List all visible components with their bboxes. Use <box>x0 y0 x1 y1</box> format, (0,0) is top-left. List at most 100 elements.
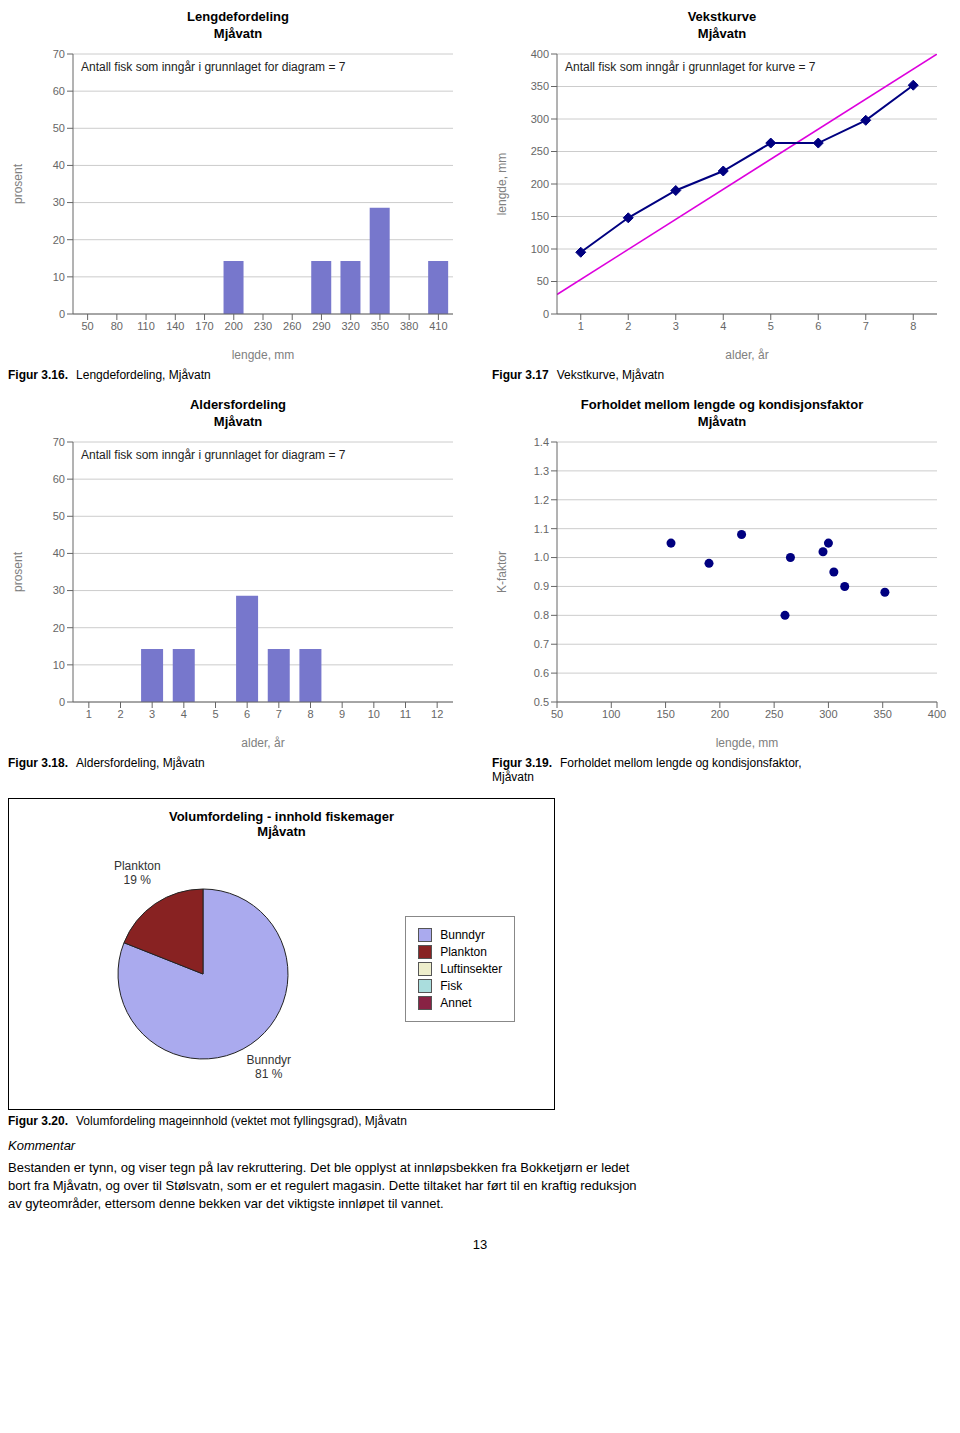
svg-text:30: 30 <box>53 584 65 596</box>
svg-text:prosent: prosent <box>11 551 25 592</box>
svg-text:9: 9 <box>339 708 345 720</box>
svg-text:50: 50 <box>53 122 65 134</box>
svg-text:290: 290 <box>312 320 330 332</box>
svg-text:300: 300 <box>819 708 837 720</box>
svg-text:200: 200 <box>225 320 243 332</box>
svg-text:Bunndyr81 %: Bunndyr81 % <box>246 1053 291 1081</box>
svg-text:1.0: 1.0 <box>534 551 549 563</box>
svg-text:260: 260 <box>283 320 301 332</box>
svg-text:100: 100 <box>531 243 549 255</box>
svg-text:110: 110 <box>137 320 155 332</box>
svg-text:230: 230 <box>254 320 272 332</box>
svg-text:12: 12 <box>431 708 443 720</box>
svg-text:350: 350 <box>371 320 389 332</box>
svg-text:10: 10 <box>53 271 65 283</box>
svg-text:1.2: 1.2 <box>534 494 549 506</box>
html-text:Vekstkurve Mjåvatn: Vekstkurve Mjåvatn <box>687 9 757 41</box>
svg-text:140: 140 <box>166 320 184 332</box>
svg-text:20: 20 <box>53 622 65 634</box>
html-text:Forholdet mellom lengde og kon: Forholdet mellom lengde og kondisjonsfak… <box>580 397 864 429</box>
html-text:Volumfordeling - innhold fiske: Volumfordeling - innhold fiskemager <box>168 809 394 824</box>
svg-text:K-faktor: K-faktor <box>495 551 509 593</box>
html-text:Kommentar: Kommentar <box>8 1138 76 1153</box>
svg-text:3: 3 <box>673 320 679 332</box>
svg-text:8: 8 <box>910 320 916 332</box>
svg-text:alder, år: alder, år <box>241 736 284 750</box>
svg-text:0.8: 0.8 <box>534 609 549 621</box>
html-text:Mjåvatn: Mjåvatn <box>257 824 306 839</box>
svg-text:250: 250 <box>765 708 783 720</box>
svg-text:lengde, mm: lengde, mm <box>232 348 295 362</box>
svg-text:7: 7 <box>863 320 869 332</box>
svg-text:1.1: 1.1 <box>534 523 549 535</box>
svg-text:400: 400 <box>928 708 946 720</box>
svg-text:50: 50 <box>551 708 563 720</box>
svg-text:lengde, mm: lengde, mm <box>495 153 509 216</box>
svg-text:0.6: 0.6 <box>534 667 549 679</box>
svg-text:2: 2 <box>117 708 123 720</box>
svg-text:1: 1 <box>578 320 584 332</box>
svg-text:400: 400 <box>531 48 549 60</box>
svg-text:0.7: 0.7 <box>534 638 549 650</box>
svg-text:50: 50 <box>537 275 549 287</box>
svg-text:1.4: 1.4 <box>534 436 549 448</box>
html-text:Antall fisk som inngår i grunn: Antall fisk som inngår i grunnlaget for … <box>81 60 346 74</box>
svg-text:320: 320 <box>342 320 360 332</box>
svg-text:380: 380 <box>400 320 418 332</box>
svg-text:100: 100 <box>602 708 620 720</box>
svg-text:60: 60 <box>53 473 65 485</box>
svg-text:80: 80 <box>111 320 123 332</box>
svg-text:30: 30 <box>53 196 65 208</box>
svg-text:7: 7 <box>276 708 282 720</box>
svg-text:6: 6 <box>244 708 250 720</box>
svg-text:1: 1 <box>86 708 92 720</box>
svg-text:alder, år: alder, år <box>725 348 768 362</box>
html-text:Lengdefordeling Mjåvatn: Lengdefordeling Mjåvatn <box>187 9 289 41</box>
html-text:Bestanden er tynn, og viser te: Bestanden er tynn, og viser tegn på lav … <box>8 1160 637 1211</box>
svg-text:200: 200 <box>531 178 549 190</box>
svg-text:prosent: prosent <box>11 163 25 204</box>
html-text:Aldersfordeling Mjåvatn: Aldersfordeling Mjåvatn <box>190 397 286 429</box>
svg-text:60: 60 <box>53 85 65 97</box>
svg-text:4: 4 <box>181 708 187 720</box>
svg-text:0: 0 <box>59 308 65 320</box>
svg-text:350: 350 <box>531 80 549 92</box>
svg-text:0.9: 0.9 <box>534 580 549 592</box>
svg-text:0: 0 <box>59 696 65 708</box>
svg-text:6: 6 <box>815 320 821 332</box>
svg-text:10: 10 <box>368 708 380 720</box>
svg-text:11: 11 <box>400 708 411 720</box>
svg-text:20: 20 <box>53 234 65 246</box>
svg-text:0.5: 0.5 <box>534 696 549 708</box>
svg-text:5: 5 <box>768 320 774 332</box>
svg-text:5: 5 <box>212 708 218 720</box>
svg-text:150: 150 <box>531 210 549 222</box>
svg-text:350: 350 <box>874 708 892 720</box>
svg-text:410: 410 <box>429 320 447 332</box>
html-text:13: 13 <box>472 1237 488 1252</box>
svg-text:300: 300 <box>531 113 549 125</box>
svg-text:150: 150 <box>656 708 674 720</box>
svg-text:1.3: 1.3 <box>534 465 549 477</box>
svg-text:50: 50 <box>81 320 93 332</box>
html-text:Figur 3.16.: Figur 3.16. <box>8 368 68 382</box>
html-text:Lengdefordeling, Mjåvatn: Lengdefordeling, Mjåvatn <box>76 368 211 382</box>
svg-text:10: 10 <box>53 659 65 671</box>
svg-text:Plankton19 %: Plankton19 % <box>114 859 161 887</box>
html-text:Forholdet mellom lengde og kon: Forholdet mellom lengde og kondisjonsfak… <box>492 756 802 784</box>
svg-text:40: 40 <box>53 547 65 559</box>
svg-text:2: 2 <box>625 320 631 332</box>
svg-text:8: 8 <box>307 708 313 720</box>
svg-text:200: 200 <box>711 708 729 720</box>
svg-text:50: 50 <box>53 510 65 522</box>
svg-text:40: 40 <box>53 159 65 171</box>
svg-text:0: 0 <box>543 308 549 320</box>
svg-text:3: 3 <box>149 708 155 720</box>
svg-text:70: 70 <box>53 48 65 60</box>
svg-text:lengde, mm: lengde, mm <box>716 736 779 750</box>
svg-text:4: 4 <box>720 320 726 332</box>
svg-text:170: 170 <box>195 320 213 332</box>
html-text:Antall fisk som inngår i grunn: Antall fisk som inngår i grunnlaget for … <box>565 60 816 74</box>
svg-text:250: 250 <box>531 145 549 157</box>
svg-text:70: 70 <box>53 436 65 448</box>
